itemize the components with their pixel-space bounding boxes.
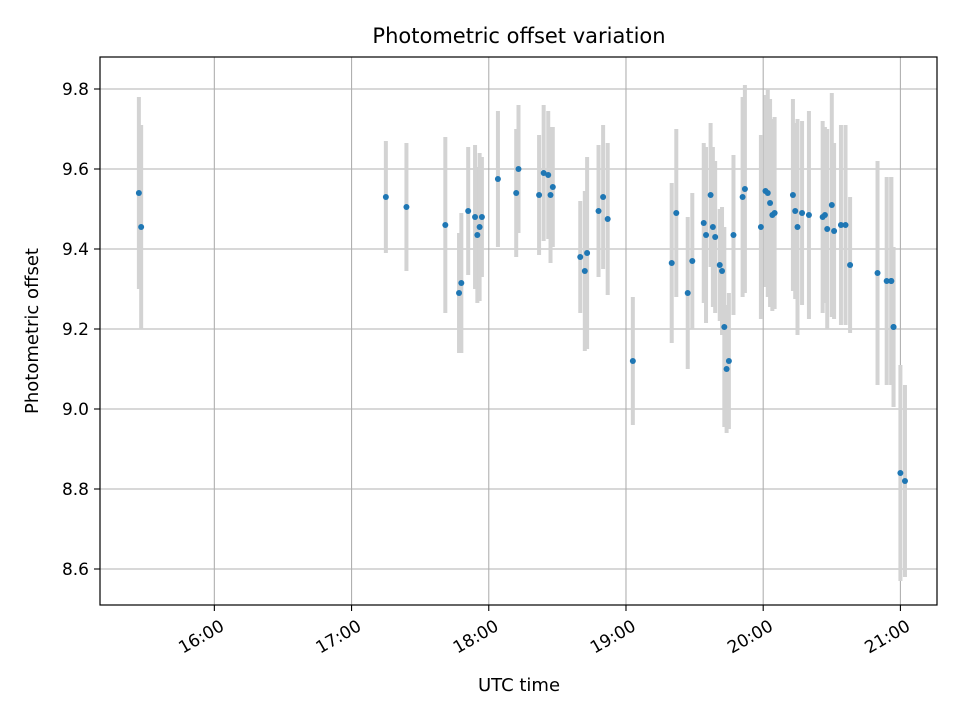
data-point — [472, 214, 479, 220]
data-point — [725, 358, 732, 364]
x-tick-label: 17:00 — [313, 616, 365, 658]
x-tick-label: 21:00 — [861, 616, 913, 658]
data-points — [135, 166, 908, 484]
x-axis-label: UTC time — [478, 675, 560, 696]
data-point — [707, 192, 714, 198]
data-point — [515, 166, 522, 172]
data-point — [465, 208, 472, 214]
data-point — [767, 200, 774, 206]
data-point — [805, 212, 812, 218]
data-point — [723, 366, 730, 372]
data-point — [536, 192, 543, 198]
data-point — [709, 224, 716, 230]
error-bars — [136, 85, 907, 581]
data-point — [545, 172, 552, 178]
y-tick-label: 9.2 — [62, 320, 89, 340]
data-point — [730, 232, 737, 238]
data-point — [403, 204, 410, 210]
data-point — [741, 186, 748, 192]
y-tick-label: 8.6 — [62, 560, 89, 580]
data-point — [138, 224, 145, 230]
data-point — [703, 232, 710, 238]
data-point — [584, 250, 591, 256]
data-point — [135, 190, 142, 196]
data-point — [719, 268, 726, 274]
y-tick-label: 9.0 — [62, 400, 89, 420]
data-point — [581, 268, 588, 274]
data-point — [757, 224, 764, 230]
data-point — [712, 234, 719, 240]
data-point — [888, 278, 895, 284]
data-point — [668, 260, 675, 266]
data-point — [883, 278, 890, 284]
data-point — [821, 212, 828, 218]
y-tick-label: 8.8 — [62, 480, 89, 500]
data-point — [799, 210, 806, 216]
x-tick-label: 20:00 — [724, 616, 776, 658]
data-point — [837, 222, 844, 228]
data-point — [549, 184, 556, 190]
y-tick-label: 9.8 — [62, 80, 89, 100]
data-point — [721, 324, 728, 330]
data-point — [458, 280, 465, 286]
chart-title: Photometric offset variation — [372, 24, 665, 48]
data-point — [442, 222, 449, 228]
data-point — [890, 324, 897, 330]
data-point — [684, 290, 691, 296]
data-point — [700, 220, 707, 226]
data-point — [547, 192, 554, 198]
data-point — [600, 194, 607, 200]
data-point — [474, 232, 481, 238]
data-point — [513, 190, 520, 196]
data-point — [789, 192, 796, 198]
x-tick-label: 19:00 — [587, 616, 639, 658]
x-tick-label: 18:00 — [450, 616, 502, 658]
data-point — [794, 224, 801, 230]
data-point — [771, 210, 778, 216]
x-tick-label: 16:00 — [175, 616, 227, 658]
data-point — [540, 170, 547, 176]
plot-frame — [99, 56, 938, 606]
data-point — [874, 270, 881, 276]
data-point — [478, 214, 485, 220]
data-point — [824, 226, 831, 232]
y-tick-label: 9.4 — [62, 240, 89, 260]
data-point — [901, 478, 908, 484]
data-point — [828, 202, 835, 208]
data-point — [897, 470, 904, 476]
x-axis-ticks: 16:00 17:00 18:00 19:00 20:00 21:00 — [175, 605, 914, 658]
data-point — [595, 208, 602, 214]
data-point — [629, 358, 636, 364]
y-tick-label: 9.6 — [62, 160, 89, 180]
data-point — [382, 194, 389, 200]
data-point — [476, 224, 483, 230]
data-point — [494, 176, 501, 182]
y-axis-label: Photometric offset — [22, 248, 43, 414]
data-point — [792, 208, 799, 214]
data-point — [604, 216, 611, 222]
data-point — [673, 210, 680, 216]
data-point — [739, 194, 746, 200]
data-point — [689, 258, 696, 264]
data-point — [456, 290, 463, 296]
data-point — [831, 228, 838, 234]
data-point — [847, 262, 854, 268]
data-point — [842, 222, 849, 228]
data-point — [577, 254, 584, 260]
data-point — [764, 190, 771, 196]
y-axis-ticks: 8.6 8.8 9.0 9.2 9.4 9.6 9.8 — [62, 80, 100, 580]
data-point — [716, 262, 723, 268]
